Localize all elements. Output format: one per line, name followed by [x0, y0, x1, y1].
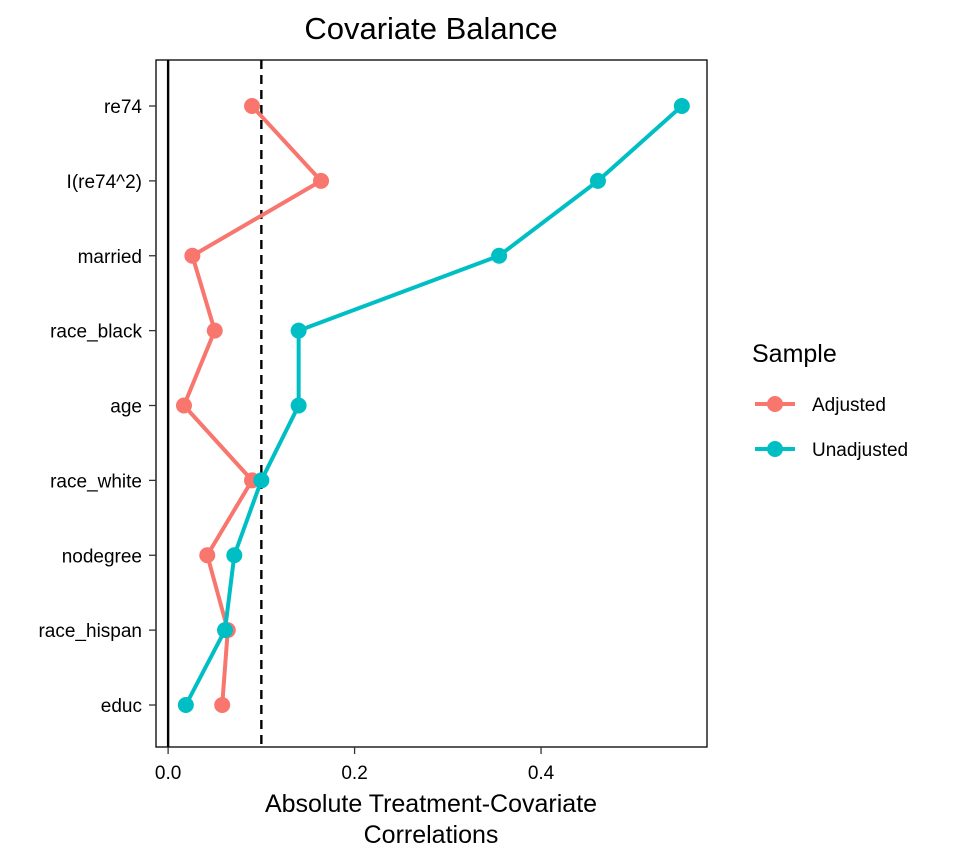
data-point-adjusted-i-re74-2- — [313, 172, 330, 189]
legend-title: Sample — [752, 340, 837, 368]
x-tick-label: 0.0 — [155, 763, 181, 784]
y-tick-label: race_hispan — [38, 621, 142, 642]
y-tick-label: race_white — [50, 471, 142, 492]
data-point-adjusted-race-black — [206, 322, 223, 339]
x-axis-title-line-1: Absolute Treatment-Covariate — [265, 790, 597, 818]
data-point-unadjusted-nodegree — [226, 547, 243, 564]
data-point-adjusted-re74 — [244, 98, 261, 114]
data-point-adjusted-age — [175, 397, 192, 414]
data-point-unadjusted-married — [491, 247, 508, 264]
legend-key-point-unadjusted — [767, 441, 783, 457]
x-tick-label: 0.4 — [528, 763, 555, 784]
y-tick-label: age — [110, 397, 142, 418]
chart-title: Covariate Balance — [304, 11, 557, 46]
y-tick-label: I(re74^2) — [67, 172, 142, 193]
data-point-unadjusted-educ — [177, 697, 194, 713]
plot-panel-border — [155, 59, 708, 748]
y-tick-label: educ — [101, 696, 142, 717]
y-tick-label: nodegree — [62, 546, 142, 567]
data-point-unadjusted-age — [290, 397, 307, 414]
legend-key-point-adjusted — [767, 396, 783, 412]
y-tick-label: re74 — [104, 97, 142, 118]
y-tick-label: race_black — [50, 322, 142, 343]
data-point-unadjusted-race-white — [253, 472, 270, 489]
data-point-unadjusted-i-re74-2- — [589, 172, 606, 189]
data-point-adjusted-married — [184, 247, 201, 264]
legend: Sample Adjusted Unadjusted — [752, 340, 908, 461]
data-point-unadjusted-race-hispan — [216, 622, 233, 639]
data-point-unadjusted-race-black — [290, 322, 307, 339]
data-point-adjusted-nodegree — [199, 547, 216, 564]
data-point-adjusted-educ — [214, 697, 231, 713]
x-tick-label: 0.2 — [341, 763, 367, 784]
data-point-unadjusted-re74 — [673, 98, 690, 114]
legend-label-adjusted: Adjusted — [812, 395, 886, 416]
legend-label-unadjusted: Unadjusted — [812, 440, 908, 461]
y-tick-label: married — [78, 247, 142, 268]
x-axis-title-line-2: Correlations — [364, 821, 499, 849]
